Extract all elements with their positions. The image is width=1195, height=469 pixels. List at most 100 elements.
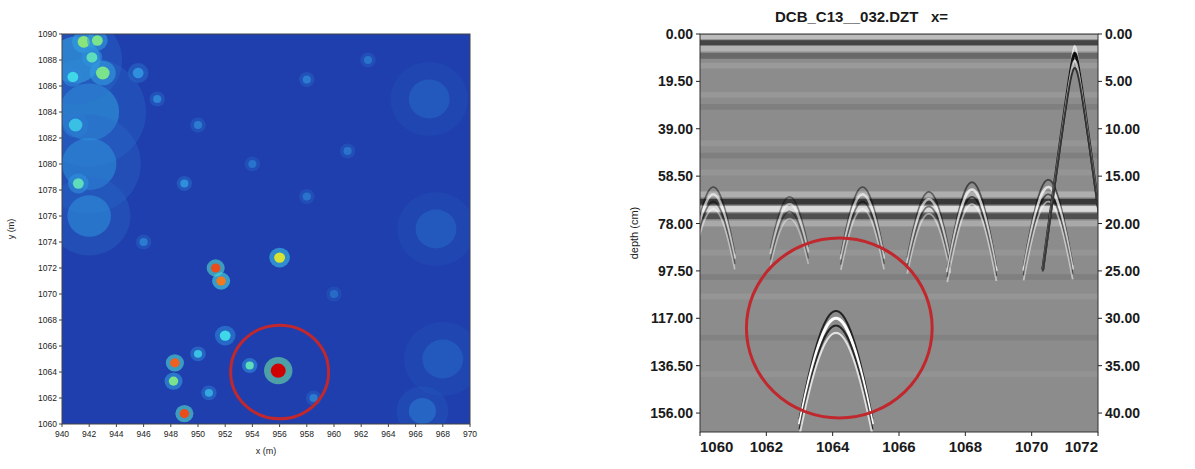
anomaly-halo xyxy=(201,385,217,400)
y-tick-label: 1076 xyxy=(38,211,57,221)
x-tick-label: 960 xyxy=(327,429,341,439)
x-tick xyxy=(306,424,307,427)
y2-tick-label: 30.00 xyxy=(1105,310,1140,326)
y-tick xyxy=(59,242,62,243)
anomaly xyxy=(220,330,231,340)
hyperbola xyxy=(1024,202,1073,281)
x-tick-label: 952 xyxy=(218,429,232,439)
y2-tick-label: 5.00 xyxy=(1105,73,1132,89)
reflector-layer xyxy=(700,40,1098,46)
reflector-layer xyxy=(700,63,1098,69)
x-tick xyxy=(170,424,171,427)
hyperbola xyxy=(947,204,996,282)
anomaly xyxy=(140,238,148,246)
x-tick-label: 970 xyxy=(463,429,477,439)
hyperbola xyxy=(1043,68,1098,271)
reflector-layer xyxy=(700,104,1098,110)
anomaly xyxy=(180,409,190,418)
y-tick-label: 1060 xyxy=(38,419,57,429)
highlight-circle xyxy=(231,325,329,419)
x-tick-label: 948 xyxy=(164,429,178,439)
anomaly xyxy=(246,362,254,370)
y-tick xyxy=(59,216,62,217)
y2-tick xyxy=(1098,270,1102,271)
y-tick xyxy=(696,176,700,177)
y-tick xyxy=(696,318,700,319)
x-tick xyxy=(442,424,443,427)
reflector-layer xyxy=(700,53,1098,59)
anomaly-halo xyxy=(68,174,89,194)
anomaly-halo xyxy=(215,326,236,346)
chart-title: DCB_C13__032.DZT x= xyxy=(775,8,948,25)
y-tick xyxy=(59,86,62,87)
x-tick-label: 1068 xyxy=(949,438,982,455)
x-tick xyxy=(252,424,253,427)
plot-frame xyxy=(700,34,1098,432)
x-tick-label: 944 xyxy=(109,429,123,439)
y2-tick xyxy=(1098,34,1102,35)
hyperbola xyxy=(907,199,950,263)
y-tick xyxy=(59,346,62,347)
anomaly-halo xyxy=(177,176,193,191)
x-axis-title: x (m) xyxy=(256,446,277,456)
anomaly xyxy=(153,95,161,103)
hyperbola xyxy=(800,318,873,424)
radargram-plot xyxy=(700,34,1098,432)
anomaly-halo xyxy=(149,92,165,107)
anomaly-halo xyxy=(212,272,230,289)
anomaly xyxy=(409,80,450,119)
anomaly xyxy=(409,398,436,424)
x-tick xyxy=(1098,432,1099,436)
y-tick xyxy=(59,424,62,425)
y-tick-label: 1086 xyxy=(38,81,57,91)
y2-tick xyxy=(1098,81,1102,82)
anomaly xyxy=(69,119,83,132)
anomaly-halo xyxy=(397,192,470,266)
x-tick xyxy=(832,432,833,436)
y-tick-label: 1084 xyxy=(38,107,57,117)
anomaly xyxy=(274,252,285,262)
highlight-circle xyxy=(746,238,932,418)
y-tick xyxy=(59,112,62,113)
y-tick-label: 39.00 xyxy=(658,121,693,137)
heatmap-plot xyxy=(62,34,470,424)
anomaly xyxy=(216,276,226,285)
reflector-layer xyxy=(700,46,1098,52)
x-tick xyxy=(279,424,280,427)
anomaly xyxy=(180,180,188,188)
hyperbola xyxy=(841,194,884,259)
y2-tick xyxy=(1098,413,1102,414)
anomaly-halo xyxy=(264,357,292,384)
anomaly-halo xyxy=(166,354,184,371)
y2-tick-label: 10.00 xyxy=(1105,121,1140,137)
x-tick-label: 962 xyxy=(354,429,368,439)
x-tick xyxy=(143,424,144,427)
anomaly xyxy=(344,147,352,155)
anomaly xyxy=(271,364,286,378)
y-tick-label: 78.00 xyxy=(658,216,693,232)
x-tick-label: 1062 xyxy=(750,438,783,455)
x-tick-label: 1064 xyxy=(816,438,850,455)
anomaly xyxy=(92,35,103,45)
anomaly xyxy=(422,340,463,379)
y2-tick-label: 35.00 xyxy=(1105,358,1140,374)
x-tick xyxy=(766,432,767,436)
y2-tick-label: 40.00 xyxy=(1105,405,1140,421)
x-tick-label: 968 xyxy=(436,429,450,439)
anomaly-halo xyxy=(190,346,206,361)
y-tick-label: 97.50 xyxy=(658,263,693,279)
hyperbola xyxy=(800,311,873,419)
anomaly xyxy=(96,67,110,80)
y-tick-label: 1082 xyxy=(38,133,57,143)
x-tick xyxy=(116,424,117,427)
anomaly xyxy=(211,263,221,272)
y-tick xyxy=(696,270,700,271)
x-tick-label: 942 xyxy=(82,429,96,439)
x-tick-label: 958 xyxy=(300,429,314,439)
hyperbola xyxy=(947,190,996,273)
y2-tick xyxy=(1098,176,1102,177)
anomaly xyxy=(303,193,311,201)
x-tick-label: 950 xyxy=(191,429,205,439)
x-tick xyxy=(415,424,416,427)
x-tick-label: 1066 xyxy=(882,438,915,455)
